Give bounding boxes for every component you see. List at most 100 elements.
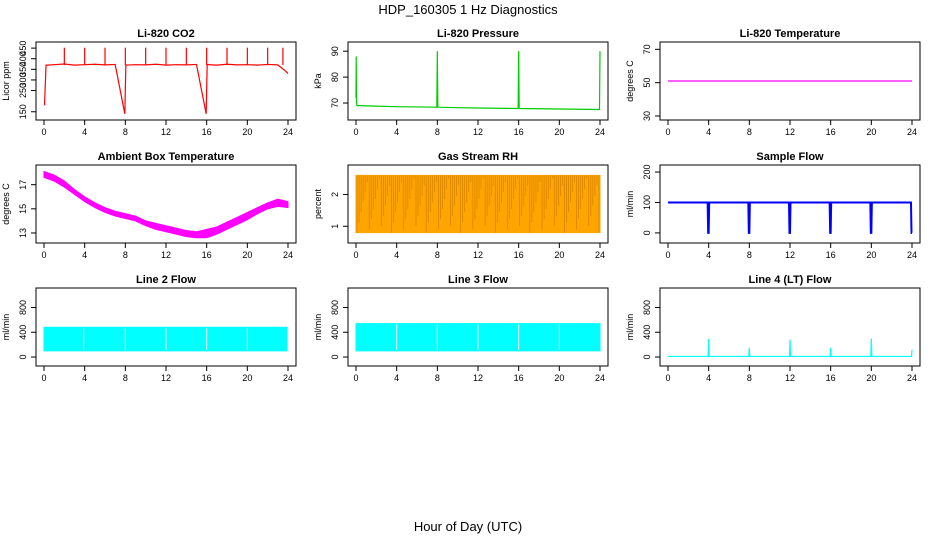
figure-title: HDP_160305 1 Hz Diagnostics [378, 2, 558, 17]
x-tick-label: 0 [41, 373, 46, 383]
panel-title: Sample Flow [756, 151, 824, 163]
x-tick-label: 16 [826, 250, 836, 260]
data-line [668, 201, 913, 234]
x-tick-label: 8 [747, 373, 752, 383]
panel-9: Line 4 (LT) Flow ml/min 0 400 800 0 4 8 12 16 20 24 [625, 274, 921, 383]
x-tick-label: 12 [785, 373, 795, 383]
y-tick-label: 0 [18, 355, 28, 360]
panel-6: Sample Flow ml/min 0 100 200 0 4 8 12 16 20 24 [625, 151, 921, 260]
panel-7: Line 2 Flow ml/min 0 400 800 0 4 8 12 16 20 24 [1, 274, 297, 383]
y-tick-label: 15 [18, 204, 28, 214]
x-tick-label: 24 [907, 250, 917, 260]
panel-title: Line 2 Flow [136, 274, 196, 286]
y-tick-label: 30 [642, 111, 652, 121]
x-tick-label: 24 [595, 250, 605, 260]
y-axis-label: degrees C [1, 183, 11, 225]
x-tick-label: 8 [747, 127, 752, 137]
data-band [43, 170, 289, 239]
x-tick-label: 12 [473, 250, 483, 260]
x-tick-label: 24 [283, 127, 293, 137]
y-tick-label: 400 [18, 325, 28, 340]
panel-8: Line 3 Flow ml/min 0 400 800 0 4 8 12 16 20 24 [313, 274, 609, 383]
x-tick-label: 12 [161, 127, 171, 137]
x-tick-label: 16 [514, 127, 524, 137]
y-tick-label: 17 [18, 180, 28, 190]
x-tick-label: 0 [665, 127, 670, 137]
x-tick-label: 8 [123, 250, 128, 260]
data-series [668, 201, 913, 234]
data-series [43, 326, 288, 352]
x-tick-label: 0 [353, 373, 358, 383]
x-tick-label: 16 [514, 373, 524, 383]
y-tick-label: 800 [642, 300, 652, 315]
x-tick-label: 4 [82, 250, 87, 260]
x-tick-label: 12 [473, 373, 483, 383]
x-tick-label: 8 [123, 373, 128, 383]
y-axis-label: ml/min [625, 314, 635, 341]
data-series [355, 51, 601, 111]
panel-title: Li-820 Temperature [740, 28, 841, 40]
y-tick-label: 0 [642, 230, 652, 235]
y-tick-label: 150 [18, 104, 28, 119]
x-tick-label: 12 [161, 250, 171, 260]
y-axis-label: ml/min [313, 314, 323, 341]
x-tick-label: 20 [866, 250, 876, 260]
x-tick-label: 12 [161, 373, 171, 383]
x-tick-label: 24 [907, 373, 917, 383]
x-tick-label: 0 [41, 250, 46, 260]
x-tick-label: 12 [785, 250, 795, 260]
panel-title: Li-820 CO2 [137, 28, 194, 40]
y-axis-label: ml/min [625, 191, 635, 218]
data-series [43, 47, 289, 114]
y-axis-label: ml/min [1, 314, 11, 341]
data-line [43, 63, 289, 114]
y-tick-label: 90 [330, 46, 340, 56]
data-series [668, 338, 913, 358]
x-tick-label: 0 [665, 373, 670, 383]
x-tick-label: 4 [706, 127, 711, 137]
y-tick-label: 50 [642, 78, 652, 88]
x-tick-label: 20 [866, 127, 876, 137]
x-tick-label: 20 [242, 250, 252, 260]
x-tick-label: 4 [82, 127, 87, 137]
panel-title: Li-820 Pressure [437, 28, 519, 40]
x-tick-label: 16 [826, 127, 836, 137]
x-tick-label: 0 [353, 127, 358, 137]
y-tick-label: 250 [18, 83, 28, 98]
panel-title: Line 4 (LT) Flow [749, 274, 832, 286]
y-tick-label: 800 [330, 300, 340, 315]
x-tick-label: 20 [554, 373, 564, 383]
x-tick-label: 24 [907, 127, 917, 137]
y-axis-label: kPa [313, 73, 323, 89]
data-band [355, 174, 601, 234]
x-tick-label: 20 [554, 127, 564, 137]
x-tick-label: 8 [747, 250, 752, 260]
y-tick-label: 13 [18, 228, 28, 238]
x-tick-label: 8 [435, 127, 440, 137]
panel-title: Gas Stream RH [438, 151, 518, 163]
x-tick-label: 16 [826, 373, 836, 383]
panel-2: Li-820 Pressure kPa 70 80 90 0 4 8 12 16 20 24 [313, 28, 609, 137]
x-tick-label: 4 [706, 250, 711, 260]
x-tick-label: 20 [242, 127, 252, 137]
x-tick-label: 24 [283, 373, 293, 383]
x-tick-label: 0 [353, 250, 358, 260]
y-tick-label: 1 [330, 224, 340, 229]
x-tick-label: 8 [435, 250, 440, 260]
x-tick-label: 12 [473, 127, 483, 137]
y-tick-label: 70 [642, 44, 652, 54]
x-tick-label: 16 [202, 373, 212, 383]
x-axis-label: Hour of Day (UTC) [414, 519, 522, 534]
panel-3: Li-820 Temperature degrees C 30 50 70 0 4 8 12 16… [625, 28, 921, 137]
x-tick-label: 4 [394, 250, 399, 260]
y-axis-label: Licor ppm [1, 61, 11, 101]
y-tick-label: 200 [642, 165, 652, 180]
x-tick-label: 24 [595, 127, 605, 137]
panel-4: Ambient Box Temperature degrees C 13 15 17 0 4… [1, 151, 297, 260]
y-tick-label: 2 [330, 192, 340, 197]
x-tick-label: 4 [706, 373, 711, 383]
data-series [43, 170, 289, 239]
x-tick-label: 4 [394, 373, 399, 383]
